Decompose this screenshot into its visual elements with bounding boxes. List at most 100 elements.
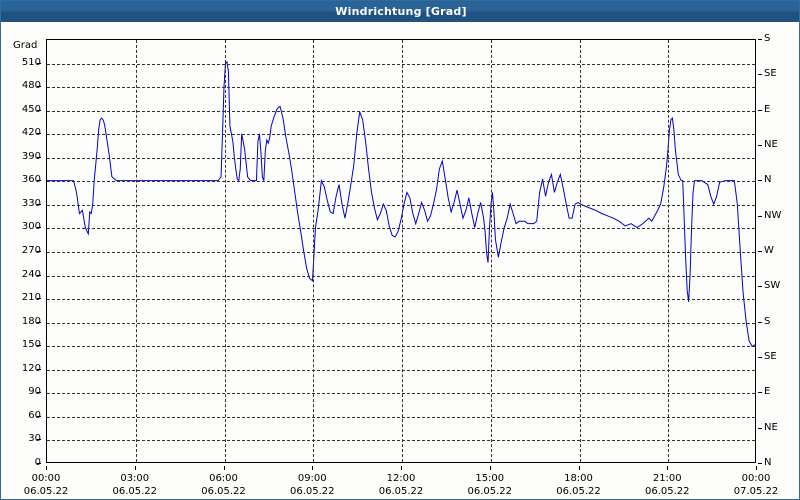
y-axis-tick-label-right: SW — [764, 280, 781, 292]
y-axis-tick-mark-left — [37, 86, 41, 88]
x-axis-tick-mark — [578, 466, 580, 470]
y-axis-tick-mark-left — [37, 463, 41, 464]
x-axis-tick-time: 21:00 — [652, 473, 682, 484]
x-axis-tick-mark — [756, 466, 757, 470]
y-axis-tick-label-left: 330 — [21, 197, 41, 209]
x-axis-tick-label: 00:00 07.05.22 — [721, 472, 791, 498]
gridline-vertical — [313, 40, 315, 462]
y-axis-tick-mark-right — [758, 145, 762, 146]
y-axis-tick-label-right: N — [764, 457, 772, 468]
y-axis-tick-label-right: S — [764, 315, 771, 327]
x-axis-tick-mark — [312, 466, 314, 470]
y-axis-tick-mark-left — [37, 368, 41, 370]
x-axis-tick-label: 21:00 06.05.22 — [632, 472, 702, 498]
y-axis-tick-mark-left — [37, 62, 41, 64]
gridline-horizontal — [47, 322, 755, 324]
y-axis-tick-mark-left — [37, 439, 41, 441]
y-axis-left: 0 30 60 90 120 150 180 210 240 270 300 330 360 390 420… — [1, 39, 41, 468]
gridline-horizontal — [47, 228, 755, 230]
y-axis-tick-label-left: 480 — [21, 80, 41, 92]
x-axis-tick-time: 09:00 — [297, 473, 327, 484]
y-axis-tick-mark-left — [37, 345, 41, 347]
window-titlebar: Windrichtung [Grad] — [1, 1, 799, 22]
y-axis-right: N NE E SE S SW W NW N NE E SE S — [758, 33, 798, 468]
y-axis-tick-mark-left — [37, 415, 41, 417]
y-axis-tick-mark-right — [758, 392, 762, 394]
gridline-vertical — [135, 40, 137, 462]
y-axis-tick-mark-right — [758, 286, 762, 288]
gridline-horizontal — [47, 181, 755, 183]
plot-area — [46, 39, 756, 463]
x-axis-tick-time: 15:00 — [475, 473, 505, 484]
y-axis-tick-mark-right — [758, 463, 762, 464]
y-axis-tick-label-left: 240 — [21, 268, 41, 280]
y-axis-tick-mark-left — [37, 251, 41, 252]
y-axis-tick-mark-left — [37, 392, 41, 394]
y-axis-tick-label-left: 300 — [21, 221, 41, 233]
y-axis-tick-label-left: 390 — [21, 150, 41, 162]
y-axis-tick-label-right: S — [764, 33, 771, 44]
y-axis-tick-label-right: NE — [764, 139, 778, 150]
gridline-horizontal — [47, 87, 755, 89]
y-axis-tick-label-left: 360 — [21, 174, 41, 186]
gridline-horizontal — [47, 440, 755, 442]
x-axis-tick-label: 09:00 06.05.22 — [277, 472, 347, 498]
y-axis-tick-mark-left — [37, 180, 41, 182]
x-axis-tick-time: 00:00 — [31, 473, 61, 484]
y-axis-tick-label-right: NE — [764, 421, 778, 433]
y-axis-tick-label-left: 450 — [21, 103, 41, 115]
y-axis-tick-label-left: 270 — [21, 245, 41, 256]
x-axis-tick-time: 18:00 — [564, 473, 593, 484]
x-axis-tick-date: 06.05.22 — [644, 486, 690, 497]
x-axis-tick-label: 03:00 06.05.22 — [100, 472, 170, 498]
x-axis-tick-mark — [134, 466, 136, 470]
gridline-vertical — [402, 40, 403, 462]
gridline-vertical — [668, 40, 670, 462]
y-axis-tick-label-left: 120 — [21, 362, 41, 374]
y-axis-tick-label-right: W — [764, 245, 774, 256]
y-axis-tick-mark-left — [37, 298, 41, 300]
y-axis-tick-mark-right — [758, 427, 762, 429]
gridline-horizontal — [47, 416, 755, 418]
windrichtung-polyline — [47, 62, 755, 346]
y-axis-tick-label-left: 150 — [21, 339, 41, 351]
y-axis-tick-mark-left — [37, 133, 41, 135]
x-axis-tick-label: 18:00 06.05.22 — [544, 472, 614, 498]
gridline-horizontal — [47, 346, 755, 348]
x-axis-tick-time: 06:00 — [209, 473, 238, 484]
x-axis-tick-time: 12:00 — [386, 473, 416, 484]
x-axis-tick-date: 06.05.22 — [23, 486, 69, 497]
y-axis-tick-label-left: 90 — [28, 386, 41, 398]
x-axis-tick-date: 06.05.22 — [378, 486, 424, 497]
y-axis-tick-mark-left — [37, 156, 41, 158]
series-line-windrichtung — [47, 40, 755, 462]
y-axis-tick-label-left: 30 — [28, 433, 41, 445]
gridline-horizontal — [47, 252, 755, 253]
x-axis-tick-mark — [46, 466, 47, 470]
x-axis-tick-date: 06.05.22 — [201, 486, 246, 497]
x-axis-tick-date: 06.05.22 — [556, 486, 601, 497]
gridline-horizontal — [47, 204, 755, 206]
y-axis-tick-mark-left — [37, 203, 41, 205]
x-axis-tick-label: 12:00 06.05.22 — [366, 472, 436, 498]
gridline-horizontal — [47, 134, 755, 136]
y-axis-tick-mark-right — [758, 357, 762, 358]
x-axis-tick-date: 06.05.22 — [289, 486, 335, 497]
y-axis-tick-label-right: E — [764, 103, 771, 115]
x-axis-tick-time: 03:00 — [120, 473, 150, 484]
y-axis-tick-mark-right — [758, 39, 762, 40]
x-axis-labels: 00:00 06.05.22 03:00 06.05.22 06:00 06.05.22 0… — [1, 466, 799, 499]
gridline-horizontal — [47, 275, 755, 277]
gridline-horizontal — [47, 157, 755, 159]
y-axis-tick-mark-left — [37, 109, 41, 111]
y-axis-tick-mark-right — [758, 251, 762, 252]
y-axis-tick-label-right: SE — [764, 68, 777, 80]
y-axis-tick-label-left: 510 — [21, 56, 41, 68]
x-axis-tick-date: 07.05.22 — [733, 486, 779, 497]
y-axis-tick-label-right: E — [764, 386, 771, 398]
chart-canvas: Grad 0 30 60 90 120 150 180 210 240 270 300 330 360 3… — [1, 22, 799, 499]
gridline-horizontal — [47, 299, 755, 301]
y-axis-tick-label-right: N — [764, 174, 772, 186]
x-axis-tick-date: 06.05.22 — [467, 486, 513, 497]
gridline-vertical — [579, 40, 581, 462]
